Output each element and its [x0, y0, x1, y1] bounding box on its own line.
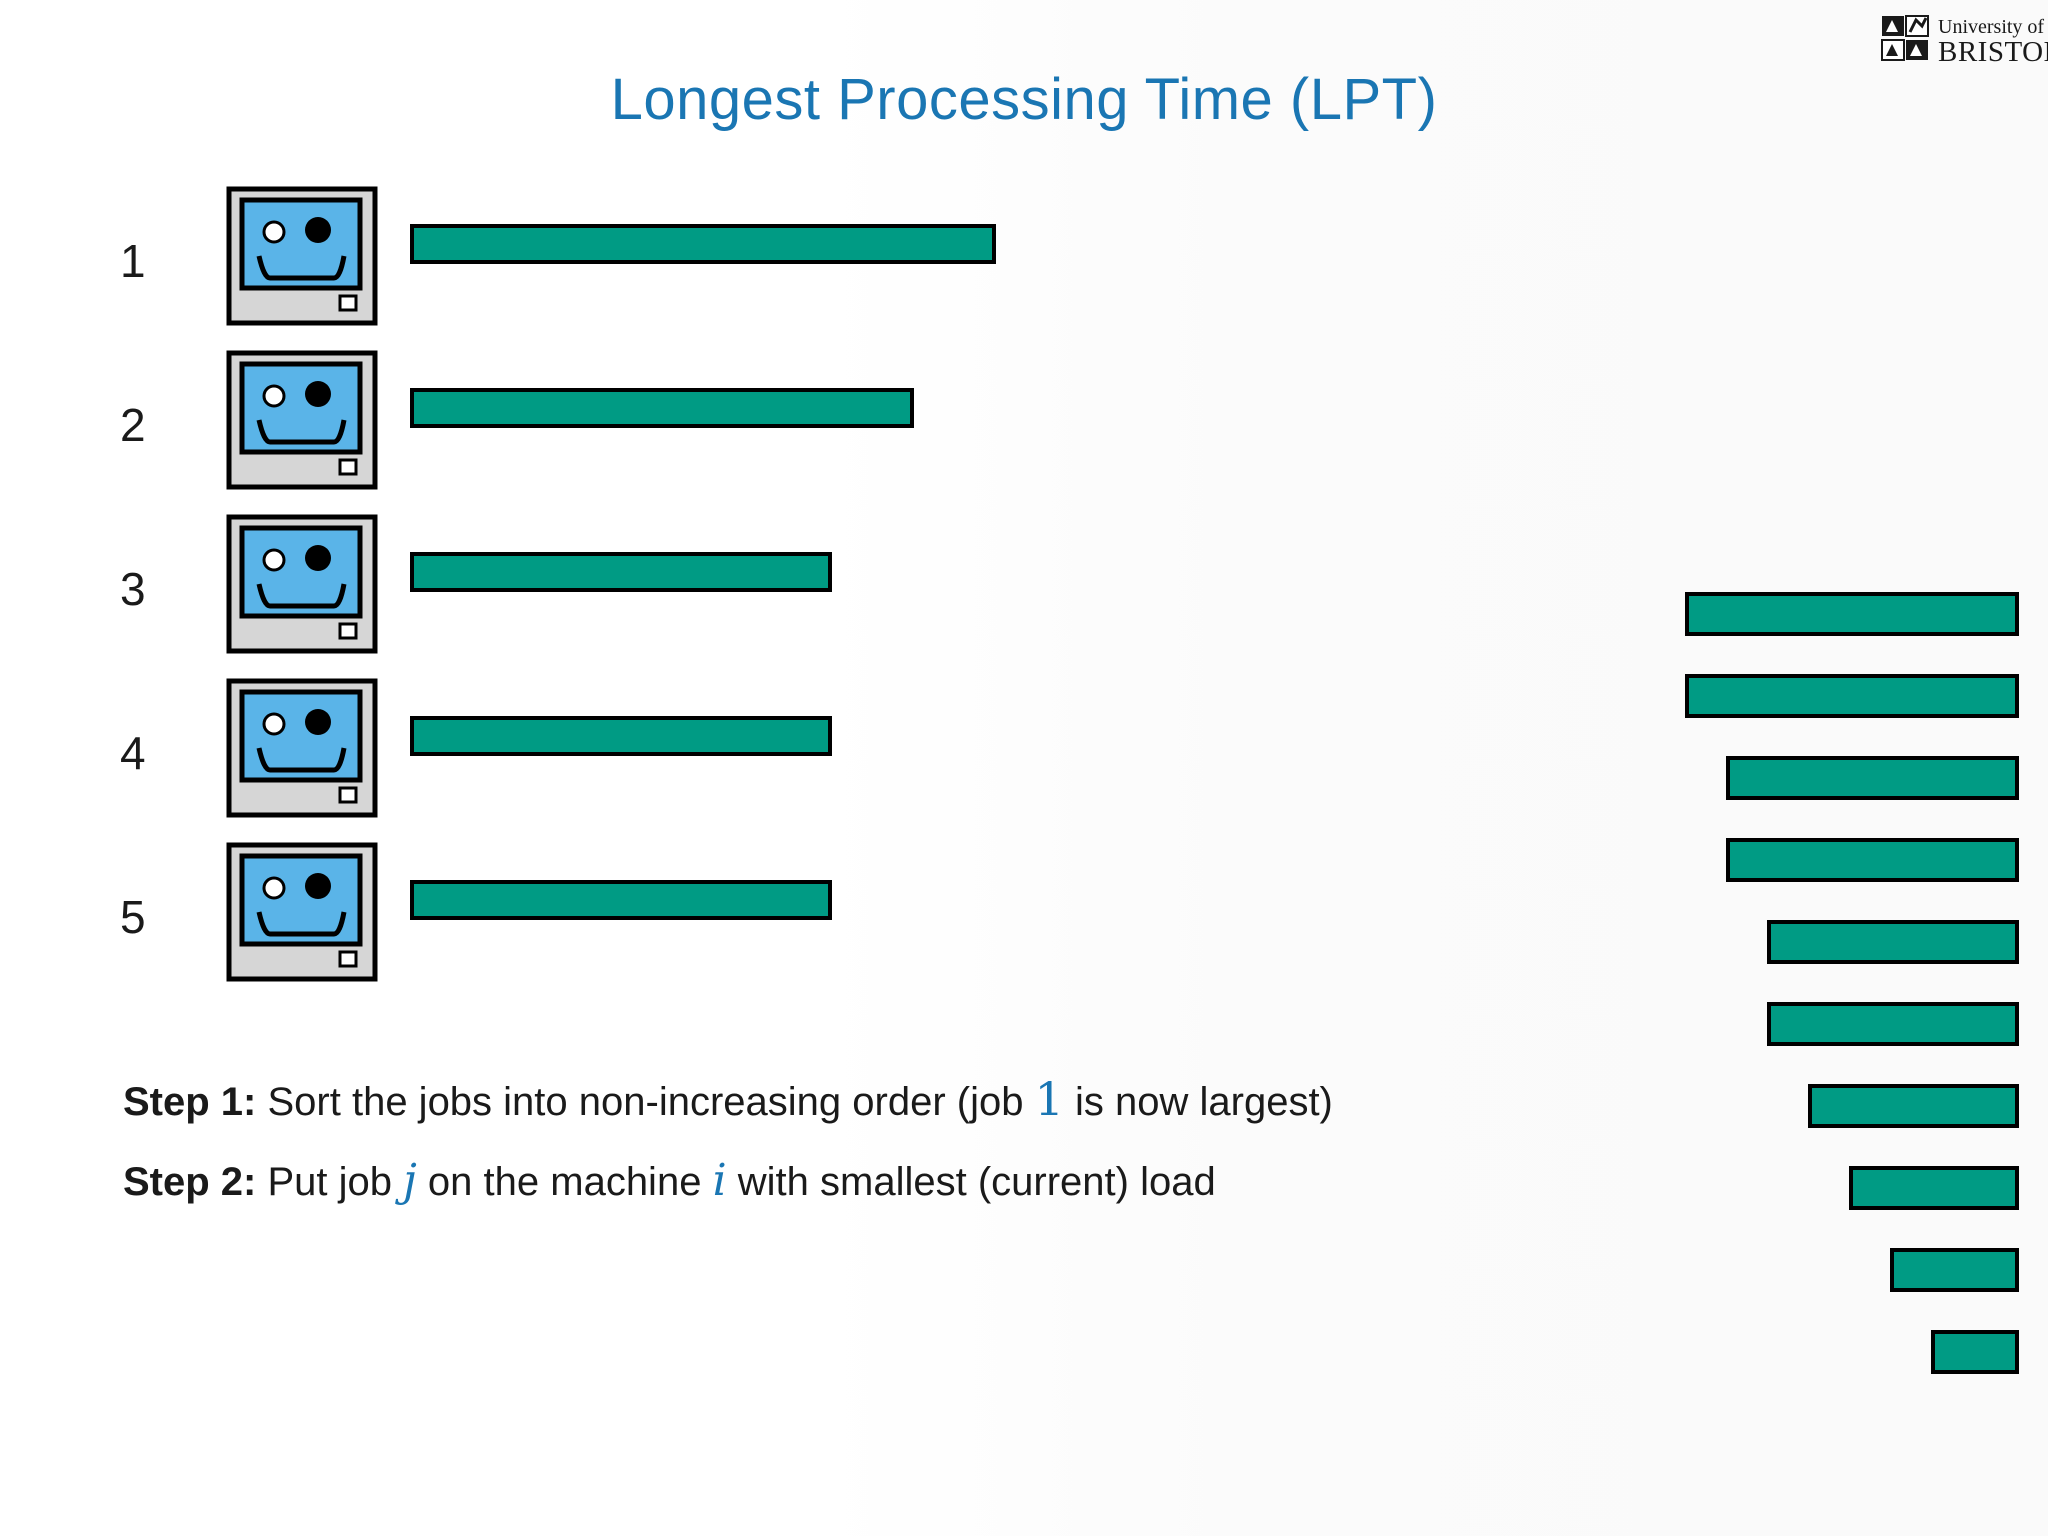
step-1: Step 1: Sort the jobs into non-increasin… [123, 1072, 1333, 1126]
machine-number: 5 [120, 891, 146, 943]
job-bar [1931, 1330, 2019, 1374]
step-2-text-a: Put job [267, 1160, 393, 1204]
computer-icon [226, 678, 378, 823]
slide-title: Longest Processing Time (LPT) [610, 67, 1438, 132]
step-2-text-b: on the machine [427, 1160, 702, 1204]
machine-row: 3 [0, 514, 1100, 654]
step-2-text-c: with smallest (current) load [737, 1160, 1216, 1204]
step-2: Step 2: Put job j on the machine i with … [123, 1155, 1216, 1206]
bristol-crest-icon [1881, 15, 1929, 61]
job-bar [1726, 756, 2019, 800]
computer-icon [226, 350, 378, 495]
computer-icon [226, 842, 378, 987]
job-bar [1767, 920, 2019, 964]
step-2-math-i: i [712, 1155, 727, 1206]
step-1-math-one: 1 [1034, 1072, 1064, 1126]
machine-load-bar [410, 552, 832, 592]
job-bar [1808, 1084, 2019, 1128]
machine-row: 1 [0, 186, 1100, 326]
computer-icon [226, 514, 378, 659]
job-bar [1726, 838, 2019, 882]
machine-number: 1 [120, 235, 146, 287]
machine-number: 3 [120, 563, 146, 615]
job-bar [1685, 674, 2019, 718]
machine-load-bar [410, 388, 914, 428]
job-bar [1890, 1248, 2019, 1292]
step-1-text-after: is now largest) [1075, 1080, 1333, 1124]
logo-text-line1: University of [1938, 16, 2045, 38]
machine-load-bar [410, 224, 996, 264]
machine-number: 4 [120, 727, 146, 779]
machine-row: 5 [0, 842, 1100, 982]
step-1-label: Step 1: [123, 1080, 257, 1124]
step-1-text-before: Sort the jobs into non-increasing order … [267, 1080, 1024, 1124]
job-bar [1849, 1166, 2019, 1210]
machine-row: 4 [0, 678, 1100, 818]
machine-load-bar [410, 716, 832, 756]
step-2-label: Step 2: [123, 1160, 257, 1204]
step-2-math-j: j [403, 1155, 417, 1206]
job-bar [1685, 592, 2019, 636]
job-bar [1767, 1002, 2019, 1046]
machine-number: 2 [120, 399, 146, 451]
machine-row: 2 [0, 350, 1100, 490]
machine-load-bar [410, 880, 832, 920]
computer-icon [226, 186, 378, 331]
